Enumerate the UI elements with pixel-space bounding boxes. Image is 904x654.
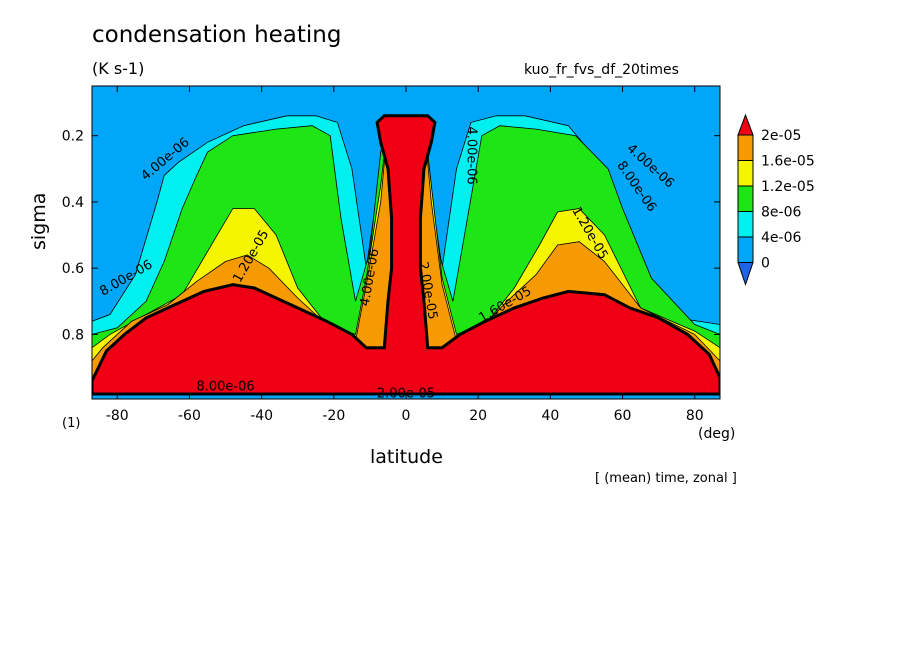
x-tick-label: -20 [322, 408, 345, 424]
colorbar-bottom-arrow [737, 262, 754, 287]
x-axis-label: latitude [370, 446, 443, 468]
colorbar-segment [737, 160, 754, 187]
colorbar-segment [737, 236, 754, 263]
x-tick-label: -80 [106, 408, 129, 424]
colorbar: 2e-05 1.6e-05 1.2e-05 8e-06 4e-06 0 [737, 113, 815, 287]
colorbar-label: 1.2e-05 [761, 179, 815, 195]
contour-label: 2.00e-05 [377, 386, 435, 401]
y-axis: 0.2 0.4 0.6 0.8 [62, 129, 720, 343]
chart-title: condensation heating [92, 22, 342, 48]
x-tick-label: 60 [614, 408, 632, 424]
x-tick-label: 40 [541, 408, 559, 424]
x-tick-label: -60 [178, 408, 201, 424]
run-name: kuo_fr_fvs_df_20times [524, 62, 679, 78]
colorbar-top-arrow [737, 113, 754, 136]
x-tick-label: 80 [686, 408, 704, 424]
y-tick-label: 0.8 [62, 327, 84, 343]
colorbar-label: 0 [761, 256, 770, 272]
x-tick-label: 20 [469, 408, 487, 424]
contour-label: 8.00e-06 [196, 380, 254, 395]
colorbar-label: 2e-05 [761, 128, 801, 144]
colorbar-segment [737, 134, 754, 161]
contour-label: 4.00e-06 [463, 126, 478, 184]
contour-fills [92, 114, 720, 396]
units-label: (K s-1) [92, 59, 145, 78]
x-tick-label: 0 [402, 408, 411, 424]
x-unit-label: (deg) [698, 426, 736, 442]
panel-label: (1) [62, 416, 81, 431]
y-tick-label: 0.2 [62, 129, 84, 145]
colorbar-label: 8e-06 [761, 205, 801, 221]
colorbar-label: 1.6e-05 [761, 154, 815, 170]
colorbar-segment [737, 211, 754, 238]
colorbar-segment [737, 185, 754, 212]
x-axis: -80 -60 -40 -20 0 20 40 60 80 [106, 86, 704, 424]
colorbar-label: 4e-06 [761, 230, 801, 246]
averaging-note: [ (mean) time, zonal ] [595, 471, 737, 486]
x-tick-label: -40 [250, 408, 273, 424]
y-tick-label: 0.6 [62, 261, 84, 277]
y-tick-label: 0.4 [62, 195, 84, 211]
contour-region-5 [92, 114, 720, 396]
